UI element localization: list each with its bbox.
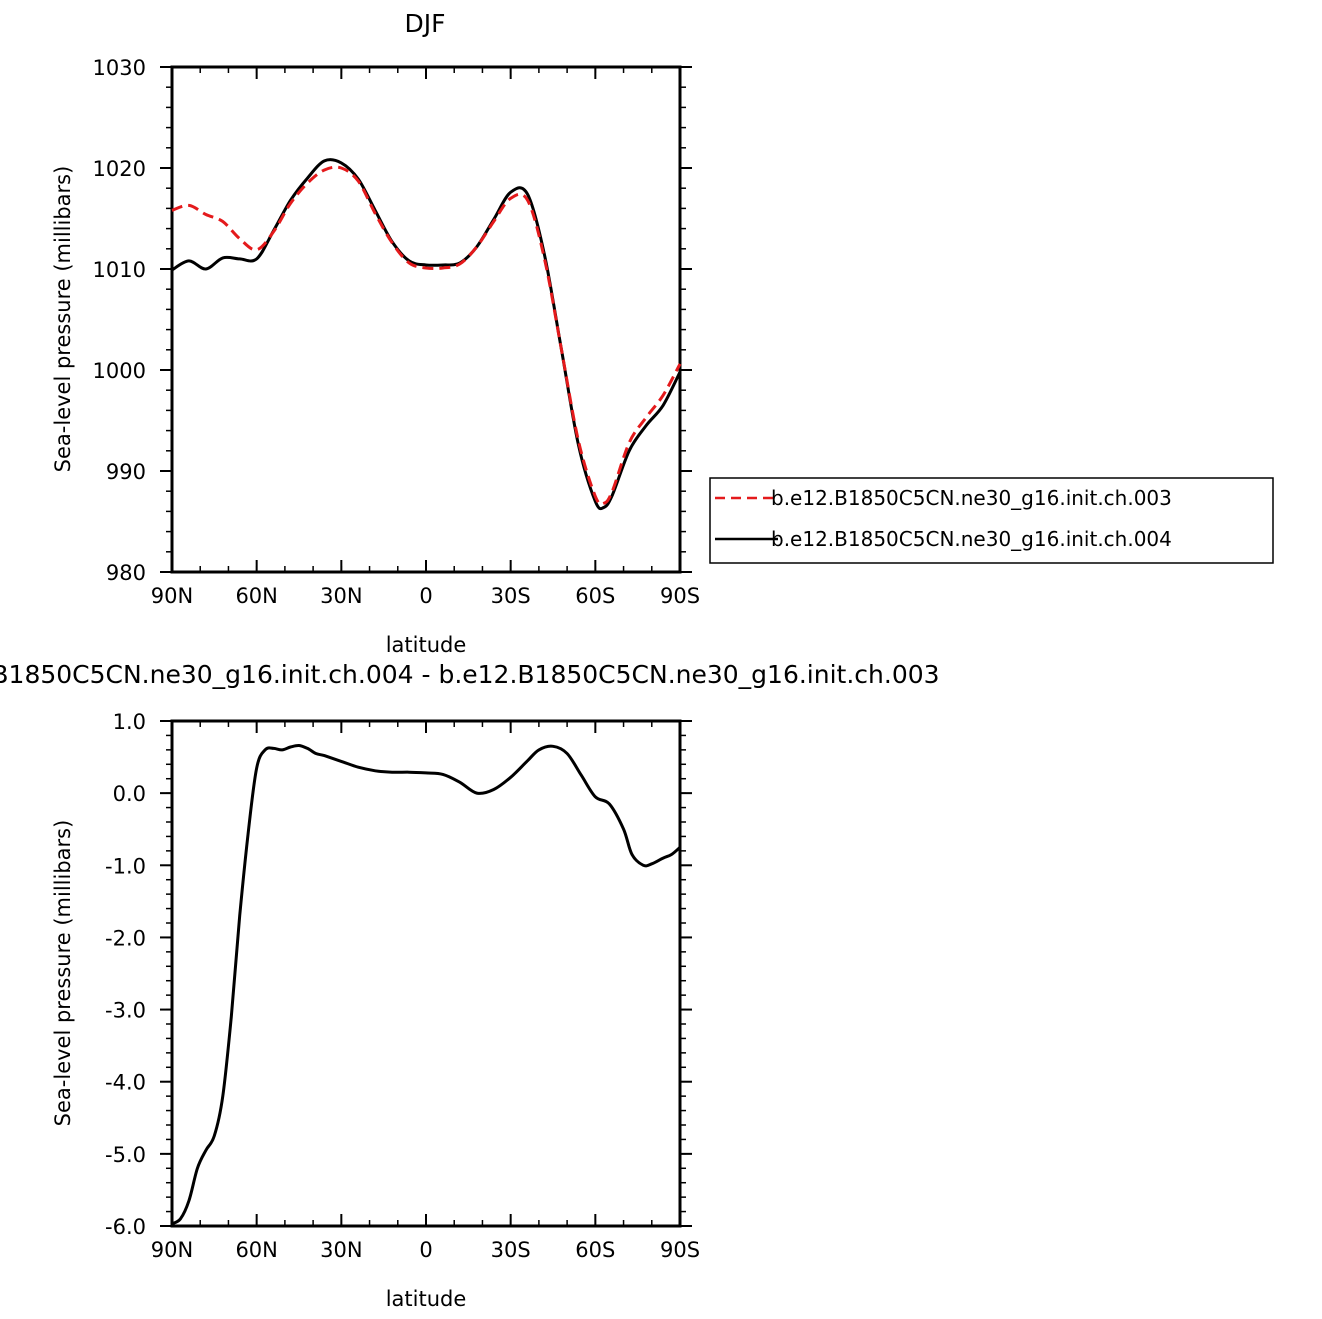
bottom-x-tick-label: 90N [151,1238,193,1262]
top-chart-title: DJF [404,9,445,38]
bottom-chart: b.e12.B1850C5CN.ne30_g16.init.ch.004 - b… [0,660,940,1311]
top-series-line-1 [171,158,682,511]
bottom-y-tick-label: -2.0 [105,926,146,950]
bottom-x-tick-label: 60N [235,1238,277,1262]
top-x-tick-label: 30S [491,584,531,608]
top-x-tick-label: 60N [235,584,277,608]
legend-label-series-0: b.e12.B1850C5CN.ne30_g16.init.ch.003 [771,486,1172,510]
bottom-x-tick-label: 60S [575,1238,615,1262]
bottom-x-axis-label: latitude [386,1287,467,1311]
top-series-line-0 [171,165,682,506]
bottom-y-tick-label: -1.0 [105,854,146,878]
bottom-y-tick-label: 1.0 [113,710,146,734]
top-y-tick-label: 1010 [93,258,146,282]
bottom-y-tick-label: -5.0 [105,1143,146,1167]
bottom-y-tick-label: -3.0 [105,999,146,1023]
top-x-tick-label: 60S [575,584,615,608]
top-x-axis-label: latitude [386,633,467,657]
top-x-tick-label: 90N [151,584,193,608]
top-plot-frame [170,65,682,574]
bottom-series-lines [171,743,681,1226]
bottom-y-tick-label: -6.0 [105,1215,146,1239]
legend: b.e12.B1850C5CN.ne30_g16.init.ch.003 b.e… [709,477,1274,564]
bottom-plot-frame [170,719,682,1228]
bottom-y-tick-label: 0.0 [113,782,146,806]
legend-label-series-1: b.e12.B1850C5CN.ne30_g16.init.ch.004 [771,527,1172,551]
bottom-x-tick-label: 30N [320,1238,362,1262]
bottom-y-axis-label: Sea-level pressure (millibars) [51,820,75,1127]
top-y-tick-label: 980 [106,561,146,585]
bottom-y-tick-label: -4.0 [105,1071,146,1095]
top-y-tick-label: 1000 [93,359,146,383]
bottom-x-tick-label: 30S [491,1238,531,1262]
bottom-chart-title: b.e12.B1850C5CN.ne30_g16.init.ch.004 - b… [0,660,940,689]
bottom-series-line-0 [171,743,681,1226]
bottom-x-tick-label: 0 [419,1238,432,1262]
bottom-axis-ticks: 90N 60N 30N 0 30S 60S 90S -6.0 -5.0 -4.0 -3.0 -2.0 -… [105,710,700,1262]
bottom-x-tick-label: 90S [660,1238,700,1262]
top-y-tick-label: 1020 [93,157,146,181]
top-chart: DJF 90N 60N 30N 0 30S 60S 90S 980 990 1000 1010 102… [51,9,1274,657]
top-x-tick-label: 0 [419,584,432,608]
top-y-tick-label: 990 [106,460,146,484]
legend-box [709,477,1274,564]
top-y-tick-label: 1030 [93,56,146,80]
top-y-axis-label: Sea-level pressure (millibars) [51,166,75,473]
top-x-tick-label: 90S [660,584,700,608]
top-axis-ticks: 90N 60N 30N 0 30S 60S 90S 980 990 1000 1010 1020 103… [93,56,700,608]
top-x-tick-label: 30N [320,584,362,608]
top-series-lines [171,158,682,511]
